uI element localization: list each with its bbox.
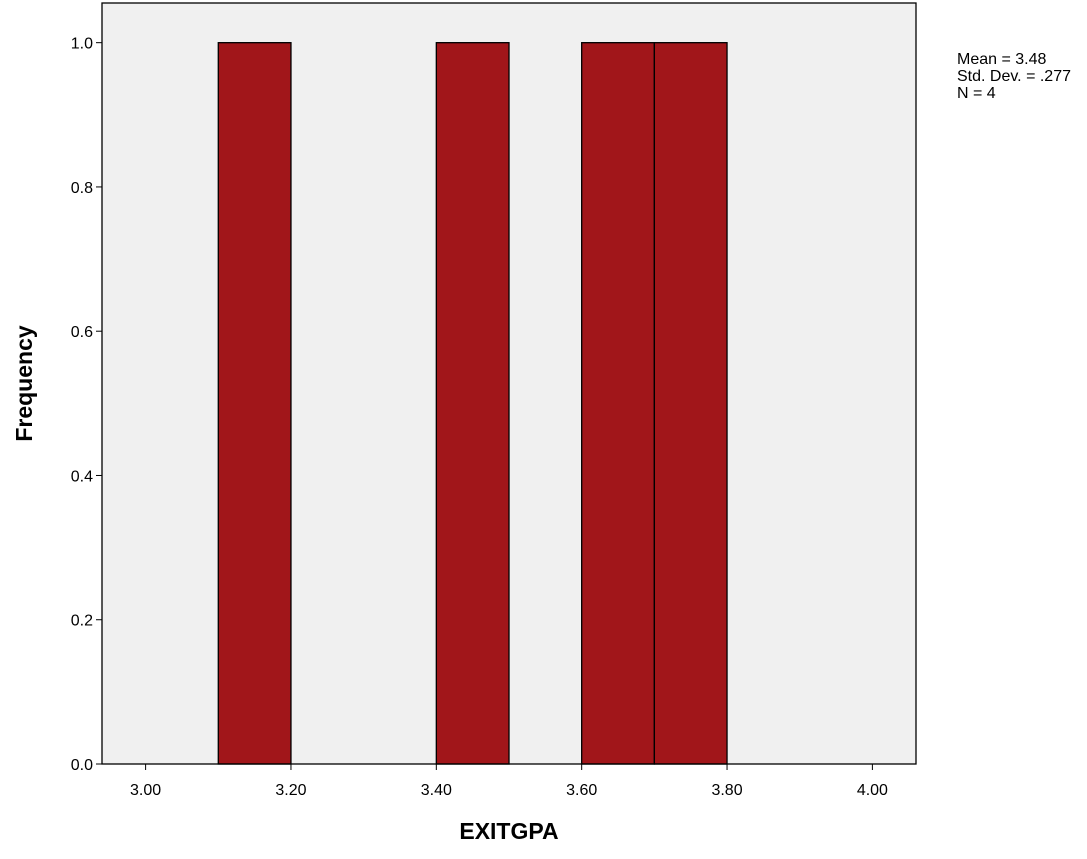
x-tick-label-2: 3.20 bbox=[275, 782, 306, 799]
x-tick-label-6: 4.00 bbox=[857, 782, 888, 799]
x-tick-label-5: 3.80 bbox=[711, 782, 742, 799]
histogram-bar-1 bbox=[217, 42, 292, 765]
stat-std-dev: Std. Dev. = .277 bbox=[957, 68, 1071, 85]
x-axis-title: EXITGPA bbox=[459, 818, 558, 844]
histogram-bar-3 bbox=[581, 42, 656, 765]
y-tick-label-6: 1.0 bbox=[71, 36, 93, 53]
y-axis-title: Frequency bbox=[11, 325, 37, 442]
x-tick-label-1: 3.00 bbox=[130, 782, 161, 799]
histogram-bar-4 bbox=[653, 42, 728, 765]
x-axis: 3.00 3.20 3.40 3.60 3.80 4.00 bbox=[130, 764, 888, 799]
y-tick-label-2: 0.2 bbox=[71, 613, 93, 630]
plot-frame bbox=[101, 2, 917, 765]
y-tick-label-4: 0.6 bbox=[71, 324, 93, 341]
bars-group bbox=[217, 42, 728, 765]
y-tick-label-5: 0.8 bbox=[71, 180, 93, 197]
statistics-box: Mean = 3.48 Std. Dev. = .277 N = 4 bbox=[957, 51, 1071, 102]
x-tick-label-4: 3.60 bbox=[566, 782, 597, 799]
y-tick-label-1: 0.0 bbox=[71, 757, 93, 774]
stat-mean: Mean = 3.48 bbox=[957, 51, 1047, 68]
y-tick-label-3: 0.4 bbox=[71, 468, 93, 485]
y-axis: 0.0 0.2 0.4 0.6 0.8 1.0 bbox=[71, 36, 102, 774]
histogram-bar-2 bbox=[435, 42, 510, 765]
x-tick-label-3: 3.40 bbox=[421, 782, 452, 799]
stat-n: N = 4 bbox=[957, 85, 996, 102]
